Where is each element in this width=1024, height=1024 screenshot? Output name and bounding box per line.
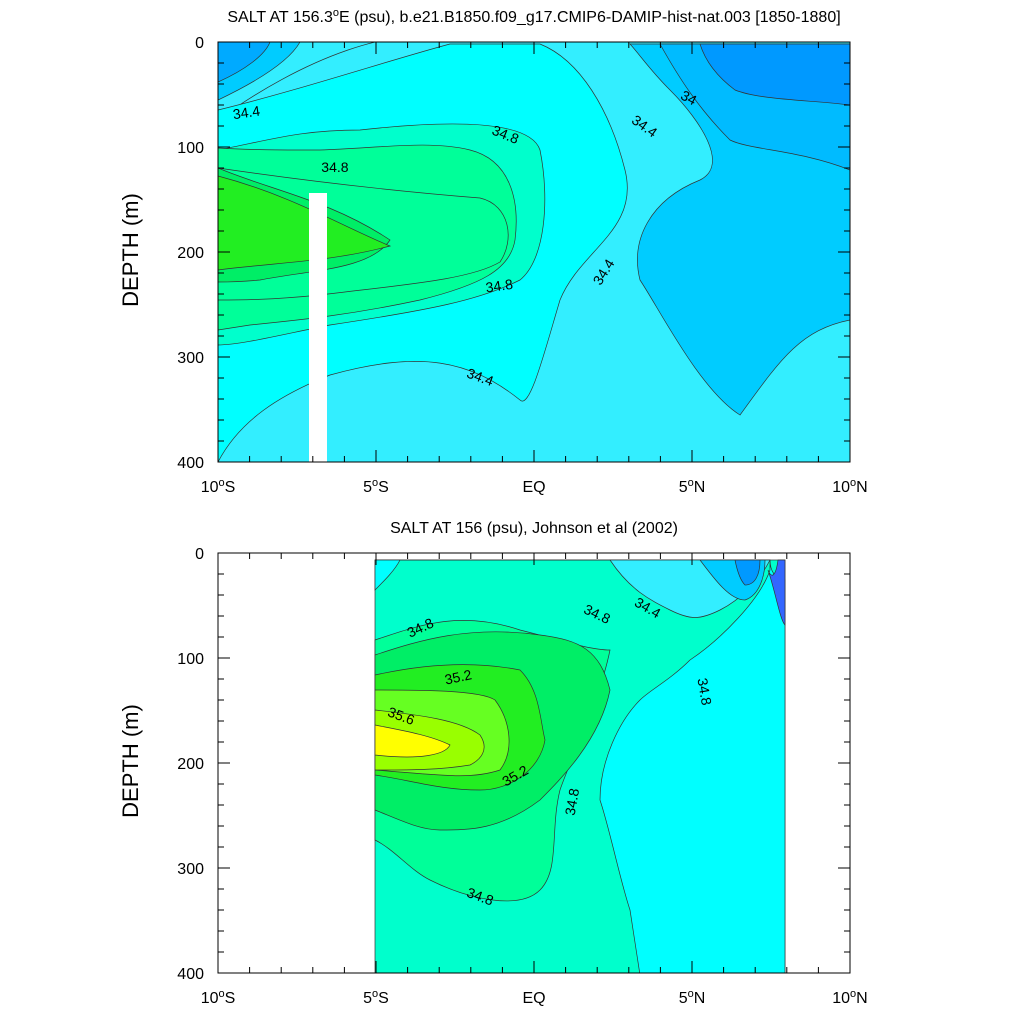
contour-label: 34.8 — [562, 787, 583, 817]
panel-1: 0 100 200 300 400 10oS 5oS EQ 5oN 10oN 34.4 34.8 3… — [118, 7, 868, 496]
panel-1-ticks — [217, 41, 851, 463]
panel-1-y-axis-label: DEPTH (m) — [118, 193, 143, 307]
contour-label: 34.8 — [485, 276, 514, 296]
x-tick-label: EQ — [522, 990, 545, 1007]
y-tick-label: 300 — [177, 350, 204, 367]
panel-2: 0 100 200 300 400 10oS 5oS EQ 5oN 10oN 34.8 35.2 3… — [118, 520, 868, 1007]
x-tick-label: 5oS — [363, 988, 389, 1007]
y-tick-label: 400 — [177, 966, 204, 983]
y-tick-label: 200 — [177, 756, 204, 773]
y-tick-label: 300 — [177, 861, 204, 878]
contour-label: 34.8 — [321, 159, 348, 175]
panel-1-contour-fills — [218, 42, 850, 462]
x-tick-label: 5oN — [679, 988, 706, 1007]
panel-2-x-tick-labels: 10oS 5oS EQ 5oN 10oN — [201, 988, 868, 1007]
y-tick-label: 100 — [177, 140, 204, 157]
x-tick-label: 10oS — [201, 477, 236, 496]
panel-2-title-main: SALT AT 156 (psu), Johnson et al (2002) — [390, 520, 678, 537]
x-tick-label: 5oN — [679, 477, 706, 496]
x-tick-label: 5oS — [363, 477, 389, 496]
x-tick-label: 10oN — [832, 477, 867, 496]
contour-label: 34 — [678, 87, 699, 109]
y-tick-label: 400 — [177, 455, 204, 472]
panel-2-title: SALT AT 156 (psu), Johnson et al (2002) — [390, 520, 678, 537]
panel-1-title: SALT AT 156.3oE (psu), b.e21.B1850.f09_g… — [227, 7, 840, 26]
contour-label: 34.4 — [232, 103, 261, 123]
panel-2-y-tick-labels: 0 100 200 300 400 — [177, 546, 204, 983]
panel-1-title-rest: E (psu), b.e21.B1850.f09_g17.CMIP6-DAMIP… — [339, 9, 841, 26]
contour-label: 34.8 — [694, 677, 715, 707]
y-tick-label: 0 — [195, 35, 204, 52]
x-tick-label: EQ — [522, 479, 545, 496]
x-tick-label: 10oN — [832, 988, 867, 1007]
y-tick-label: 0 — [195, 546, 204, 563]
y-tick-label: 100 — [177, 651, 204, 668]
contour-label: 35.2 — [443, 666, 473, 687]
panel-2-ticks — [217, 552, 851, 974]
panel-2-y-axis-label: DEPTH (m) — [118, 704, 143, 818]
panel-2-contour-fills — [374, 559, 786, 973]
panel-1-title-sup: o — [333, 7, 339, 19]
panel-1-y-tick-labels: 0 100 200 300 400 — [177, 35, 204, 472]
y-tick-label: 200 — [177, 245, 204, 262]
panel-1-x-tick-labels: 10oS 5oS EQ 5oN 10oN — [201, 477, 868, 496]
panel-1-title-main: SALT AT 156.3 — [227, 9, 333, 26]
x-tick-label: 10oS — [201, 988, 236, 1007]
